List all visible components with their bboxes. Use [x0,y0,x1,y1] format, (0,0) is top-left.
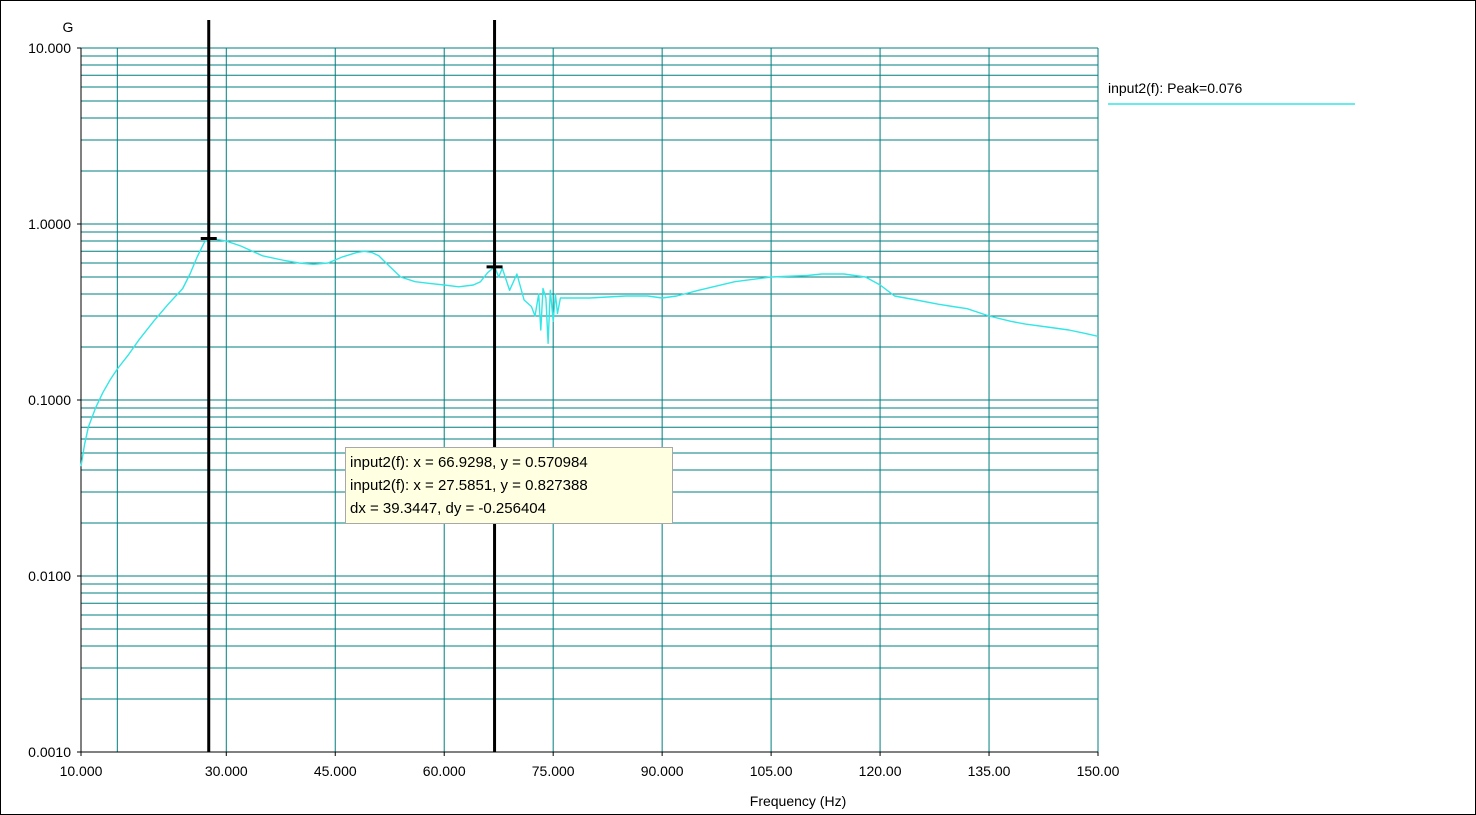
grid-lines [80,47,1099,753]
series-layer [80,237,1099,467]
x-tick-label: 60.000 [423,763,466,779]
x-tick-label: 135.00 [968,763,1011,779]
y-unit-label: G [63,19,74,35]
cursor-layer [200,20,503,752]
y-tick-label: 1.0000 [28,216,71,232]
x-tick-label: 45.000 [314,763,357,779]
y-tick-label: 0.0100 [28,568,71,584]
legend: input2(f): Peak=0.076 [1108,80,1355,105]
x-tick-label: 150.00 [1077,763,1120,779]
x-tick-label: 10.000 [60,763,103,779]
cursor-readout-tooltip: input2(f): x = 66.9298, y = 0.570984 inp… [345,447,673,524]
y-tick-label: 0.0010 [28,744,71,760]
y-tick-label: 0.1000 [28,392,71,408]
y-tick-label: 10.000 [28,40,71,56]
x-tick-label: 105.00 [750,763,793,779]
tooltip-line-delta: dx = 39.3447, dy = -0.256404 [350,500,546,517]
x-tick-label: 75.000 [532,763,575,779]
tooltip-line-cursor-1: input2(f): x = 27.5851, y = 0.827388 [350,477,588,494]
legend-entry-label: input2(f): Peak=0.076 [1108,80,1242,96]
series-line [80,237,1099,467]
x-tick-label: 120.00 [859,763,902,779]
x-axis-label: Frequency (Hz) [750,793,846,809]
x-tick-label: 90.000 [641,763,684,779]
tooltip-line-cursor-2: input2(f): x = 66.9298, y = 0.570984 [350,454,588,471]
x-tick-label: 30.000 [205,763,248,779]
tick-labels: 10.000 30.000 45.000 60.000 75.000 90.000 105.… [28,40,1119,779]
